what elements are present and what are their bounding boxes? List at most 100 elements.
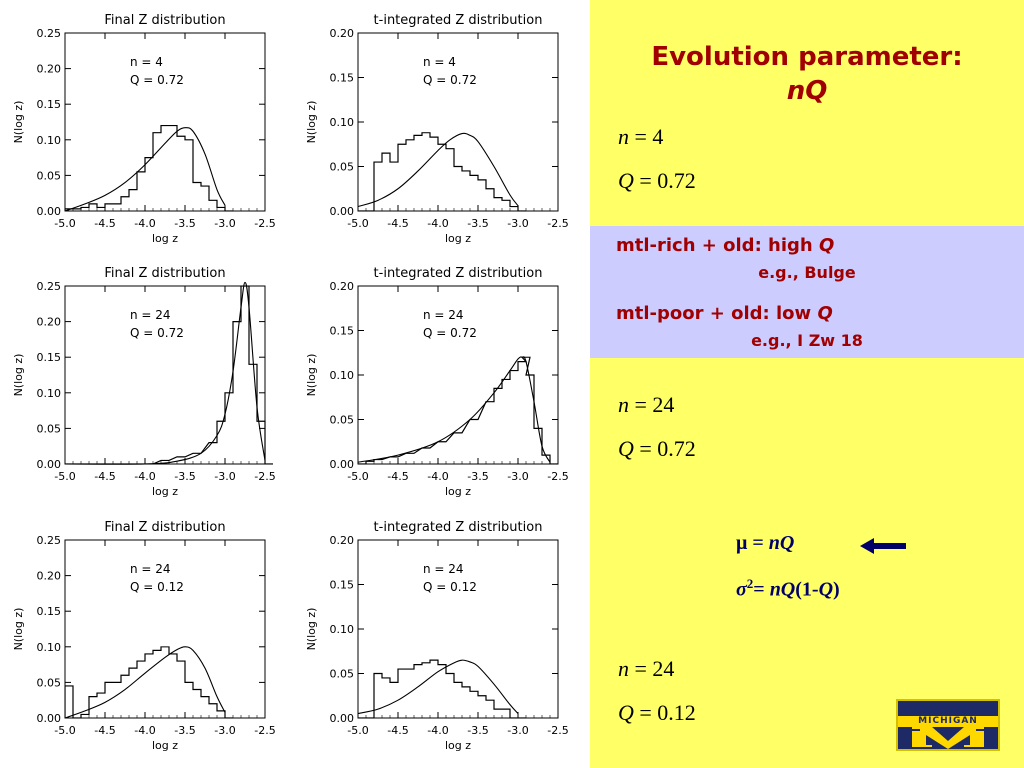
x-tick-label: -3.0 bbox=[507, 217, 528, 230]
model-curve-series bbox=[64, 281, 266, 465]
x-tick-label: -2.5 bbox=[547, 470, 568, 483]
y-tick-label: 0.10 bbox=[330, 369, 355, 382]
x-tick-label: -5.0 bbox=[54, 724, 75, 737]
x-tick-label: -4.0 bbox=[134, 470, 155, 483]
x-tick-label: -3.0 bbox=[214, 724, 235, 737]
x-tick-label: -5.0 bbox=[54, 470, 75, 483]
x-tick-label: -4.5 bbox=[94, 724, 115, 737]
plot-annotation: Q = 0.72 bbox=[130, 73, 184, 87]
block-m-icon bbox=[912, 727, 984, 749]
model-curve-series bbox=[357, 132, 519, 208]
x-tick-label: -2.5 bbox=[254, 217, 275, 230]
plot-annotation: Q = 0.72 bbox=[130, 326, 184, 340]
band-example-izw18: e.g., I Zw 18 bbox=[751, 331, 863, 350]
plot-frame bbox=[64, 539, 266, 719]
eq-n-block3: n = 24 bbox=[618, 656, 675, 681]
y-tick-label: 0.05 bbox=[37, 169, 62, 182]
x-tick-label: -4.5 bbox=[387, 217, 408, 230]
plot-title: Final Z distribution bbox=[104, 13, 225, 28]
histogram-series bbox=[65, 647, 233, 718]
histogram-series bbox=[65, 126, 233, 211]
x-tick-label: -3.0 bbox=[214, 470, 235, 483]
x-axis-label: log z bbox=[445, 739, 471, 752]
y-axis-label: N(log z) bbox=[305, 101, 318, 144]
y-axis-label: N(log z) bbox=[305, 354, 318, 397]
histogram-series bbox=[358, 133, 526, 211]
x-tick-label: -2.5 bbox=[547, 724, 568, 737]
plots-panel: Final Z distribution -5.0 -4.5 -4.0 -3.5 -3.0… bbox=[0, 0, 590, 768]
y-tick-label: 0.10 bbox=[330, 623, 355, 636]
eq-n-block1: n = 4 bbox=[618, 124, 664, 149]
x-tick-label: -5.0 bbox=[54, 217, 75, 230]
y-tick-label: 0.00 bbox=[37, 458, 62, 471]
x-tick-label: -3.0 bbox=[507, 470, 528, 483]
y-tick-label: 0.15 bbox=[330, 325, 355, 338]
y-axis-label: N(log z) bbox=[12, 354, 25, 397]
x-tick-label: -3.5 bbox=[174, 217, 195, 230]
x-tick-label: -3.5 bbox=[467, 724, 488, 737]
x-tick-label: -4.0 bbox=[427, 217, 448, 230]
plot-frame bbox=[64, 285, 266, 465]
x-tick-label: -2.5 bbox=[254, 724, 275, 737]
x-tick-label: -4.0 bbox=[427, 724, 448, 737]
histogram-series bbox=[358, 660, 526, 718]
x-tick-label: -4.5 bbox=[94, 470, 115, 483]
x-axis-label: log z bbox=[445, 485, 471, 498]
y-tick-label: 0.15 bbox=[330, 579, 355, 592]
y-tick-label: 0.00 bbox=[330, 712, 355, 725]
eq-q-block3: Q = 0.12 bbox=[618, 700, 696, 725]
y-tick-label: 0.00 bbox=[330, 205, 355, 218]
x-axis-label: log z bbox=[152, 485, 178, 498]
x-axis-label: log z bbox=[152, 739, 178, 752]
plot-annotation: Q = 0.72 bbox=[423, 326, 477, 340]
plot-annotation: n = 24 bbox=[423, 308, 464, 322]
text-panel: Evolution parameter: nQ n = 4 Q = 0.72 m… bbox=[590, 0, 1024, 768]
plot-annotation: Q = 0.72 bbox=[423, 73, 477, 87]
eq-mu: μ = nQ bbox=[736, 532, 795, 554]
x-tick-label: -2.5 bbox=[547, 217, 568, 230]
eq-sigma: σ2= nQ(1-Q) bbox=[736, 576, 840, 601]
enrichment-band: mtl-rich + old: high Q e.g., Bulge mtl-p… bbox=[590, 226, 1024, 358]
plot-annotation: n = 4 bbox=[130, 55, 163, 69]
y-tick-label: 0.00 bbox=[37, 205, 62, 218]
y-axis-label: N(log z) bbox=[12, 608, 25, 651]
y-tick-label: 0.05 bbox=[330, 161, 355, 174]
y-tick-label: 0.00 bbox=[330, 458, 355, 471]
y-axis-label: N(log z) bbox=[12, 101, 25, 144]
model-curve-series bbox=[357, 659, 519, 715]
y-tick-label: 0.20 bbox=[37, 316, 62, 329]
plot-title: t-integrated Z distribution bbox=[374, 520, 543, 535]
x-tick-label: -4.0 bbox=[134, 724, 155, 737]
x-tick-label: -4.0 bbox=[134, 217, 155, 230]
plot-annotation: Q = 0.12 bbox=[130, 580, 184, 594]
eq-n-block2: n = 24 bbox=[618, 392, 675, 417]
plot-frame bbox=[357, 32, 559, 212]
y-tick-label: 0.05 bbox=[330, 414, 355, 427]
y-tick-label: 0.00 bbox=[37, 712, 62, 725]
y-tick-label: 0.10 bbox=[37, 387, 62, 400]
x-tick-label: -4.0 bbox=[427, 470, 448, 483]
x-axis-label: log z bbox=[152, 232, 178, 245]
x-tick-label: -5.0 bbox=[347, 217, 368, 230]
plot-annotation: n = 24 bbox=[130, 308, 171, 322]
x-tick-label: -3.0 bbox=[507, 724, 528, 737]
y-tick-label: 0.15 bbox=[37, 605, 62, 618]
plot-annotation: n = 24 bbox=[130, 562, 171, 576]
x-tick-label: -3.5 bbox=[174, 470, 195, 483]
model-curve-series bbox=[357, 356, 551, 463]
y-tick-label: 0.20 bbox=[330, 280, 355, 293]
michigan-logo: MICHIGAN bbox=[896, 699, 1000, 751]
plot-grid: Final Z distribution -5.0 -4.5 -4.0 -3.5 -3.0… bbox=[12, 13, 569, 752]
slide-title-nq: nQ bbox=[786, 76, 828, 106]
y-tick-label: 0.10 bbox=[37, 641, 62, 654]
x-tick-label: -5.0 bbox=[347, 724, 368, 737]
y-tick-label: 0.10 bbox=[330, 116, 355, 129]
band-example-bulge: e.g., Bulge bbox=[758, 263, 856, 282]
slide-title: Evolution parameter: bbox=[651, 42, 963, 72]
x-tick-label: -2.5 bbox=[254, 470, 275, 483]
y-tick-label: 0.15 bbox=[37, 351, 62, 364]
y-tick-label: 0.25 bbox=[37, 27, 62, 40]
y-tick-label: 0.15 bbox=[37, 98, 62, 111]
eq-q-block1: Q = 0.72 bbox=[618, 168, 696, 193]
y-tick-label: 0.20 bbox=[37, 63, 62, 76]
